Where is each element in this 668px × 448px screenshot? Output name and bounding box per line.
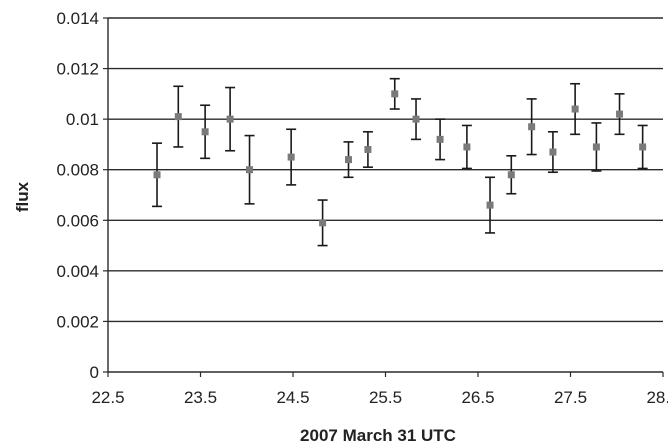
data-point-8 (362, 130, 373, 168)
marker-4 (246, 166, 254, 174)
x-tick-label-6: 28.5 (646, 388, 668, 407)
data-point-13 (485, 176, 496, 234)
data-point-0 (152, 142, 163, 208)
y-tick-label-1: 0.002 (56, 312, 99, 331)
x-tick-label-5: 27.5 (554, 388, 587, 407)
data-point-16 (547, 130, 558, 174)
marker-20 (639, 143, 647, 151)
marker-7 (345, 156, 352, 164)
x-tick-label-2: 24.5 (276, 388, 309, 407)
marker-15 (528, 123, 536, 131)
x-tick-label-3: 25.5 (369, 388, 402, 407)
x-tick-labels: 22.5 23.5 24.5 25.5 26.5 27.5 28.5 (91, 388, 668, 407)
data-point-2 (200, 104, 211, 160)
axes (103, 17, 664, 377)
data-point-14 (506, 155, 517, 195)
x-axis-title: 2007 March 31 UTC (300, 426, 456, 445)
x-tick-label-4: 26.5 (461, 388, 494, 407)
marker-17 (571, 105, 579, 113)
marker-1 (174, 113, 182, 121)
marker-0 (153, 171, 161, 179)
y-tick-label-7: 0.014 (56, 9, 99, 28)
marker-8 (364, 145, 372, 153)
marker-16 (549, 148, 557, 156)
y-tick-label-0: 0 (90, 363, 99, 382)
y-tick-label-5: 0.01 (66, 110, 99, 129)
marker-19 (616, 110, 624, 118)
y-tick-label-2: 0.004 (56, 262, 99, 281)
data-point-18 (591, 122, 602, 172)
data-point-3 (225, 86, 236, 152)
data-series (152, 77, 648, 247)
y-axis-title: flux (13, 181, 32, 212)
x-tick-label-0: 22.5 (91, 388, 124, 407)
marker-14 (507, 171, 515, 179)
marker-13 (486, 201, 494, 209)
marker-3 (226, 115, 234, 123)
data-point-9 (389, 77, 400, 110)
y-tick-label-3: 0.006 (56, 211, 99, 230)
data-point-7 (343, 141, 354, 179)
grid-lines (108, 17, 663, 323)
marker-18 (592, 143, 600, 151)
y-tick-label-6: 0.012 (56, 60, 99, 79)
data-point-1 (173, 85, 184, 148)
marker-6 (319, 219, 327, 227)
y-tick-label-4: 0.008 (56, 161, 99, 180)
data-point-15 (526, 98, 537, 156)
marker-9 (391, 90, 399, 98)
data-point-4 (244, 134, 255, 205)
data-point-11 (435, 118, 446, 161)
data-point-6 (317, 199, 328, 247)
x-tick-label-1: 23.5 (184, 388, 217, 407)
marker-12 (463, 143, 471, 151)
data-point-10 (411, 98, 422, 141)
data-point-20 (637, 124, 648, 170)
marker-2 (201, 128, 209, 136)
data-point-17 (570, 82, 581, 136)
data-point-5 (286, 128, 297, 186)
data-point-12 (461, 124, 472, 170)
y-tick-labels: 0 0.002 0.004 0.006 0.008 0.01 0.012 0.014 (56, 9, 99, 382)
marker-10 (412, 115, 420, 123)
marker-11 (436, 135, 444, 143)
data-point-19 (614, 93, 625, 136)
marker-5 (287, 153, 295, 161)
